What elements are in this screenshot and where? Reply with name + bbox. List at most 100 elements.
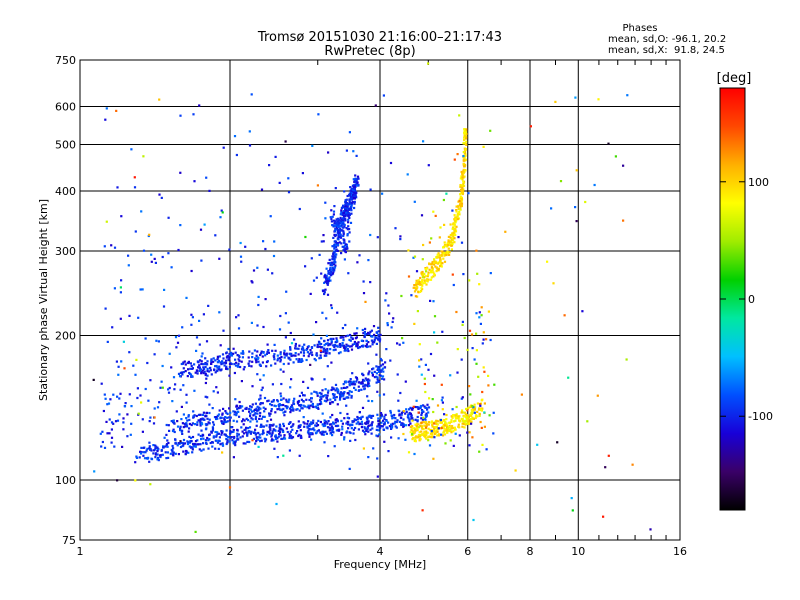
echo-point [461, 186, 464, 189]
echo-point [331, 401, 334, 404]
echo-point [353, 187, 356, 190]
echo-point [249, 405, 252, 408]
echo-point [336, 227, 339, 230]
echo-point [329, 216, 332, 219]
x-tick-label: 10 [571, 545, 585, 558]
echo-point [348, 199, 351, 202]
echo-point [351, 194, 355, 197]
echo-point [347, 214, 350, 217]
echo-point [390, 426, 393, 429]
echo-point [453, 218, 456, 221]
echo-point [193, 180, 196, 183]
echo-point [205, 411, 208, 414]
echo-point [352, 380, 355, 383]
echo-point [301, 348, 304, 351]
echo-point [188, 427, 191, 430]
echo-point [347, 380, 350, 383]
colorbar-tick-label: 100 [748, 176, 769, 189]
echo-point [472, 518, 475, 522]
echo-point [452, 222, 455, 225]
echo-point [119, 317, 122, 320]
echo-point [217, 447, 220, 450]
echo-point [622, 164, 625, 167]
echo-point [458, 114, 461, 117]
echo-point [297, 353, 300, 356]
echo-point [181, 444, 184, 448]
echo-point [415, 279, 418, 282]
echo-point [367, 372, 370, 375]
echo-point [247, 356, 250, 359]
echo-point [463, 426, 466, 429]
echo-point [445, 245, 449, 248]
echo-point [363, 388, 366, 391]
echo-point [445, 413, 448, 417]
echo-point [248, 360, 251, 363]
echo-point [345, 404, 348, 407]
echo-point [164, 451, 167, 454]
echo-point [280, 398, 283, 401]
echo-point [417, 407, 420, 410]
echo-point [341, 213, 344, 216]
echo-point [373, 339, 376, 342]
echo-point [343, 244, 346, 247]
echo-point [395, 420, 398, 424]
echo-point [302, 349, 305, 352]
echo-point [114, 420, 118, 423]
echo-point [373, 376, 376, 379]
echo-point [455, 225, 458, 228]
echo-point [165, 457, 168, 460]
echo-point [436, 423, 439, 426]
echo-point [274, 405, 277, 408]
y-tick-label: 500 [55, 139, 76, 152]
echo-point [191, 446, 194, 449]
echo-point [289, 411, 292, 414]
echo-point [276, 440, 279, 443]
echo-point [358, 411, 361, 414]
echo-point [254, 402, 257, 405]
echo-point [349, 186, 352, 189]
echo-point [222, 146, 225, 149]
echo-point [411, 427, 414, 430]
echo-point [194, 440, 198, 443]
echo-point [404, 438, 407, 441]
echo-point [251, 281, 254, 284]
echo-point [206, 423, 209, 426]
echo-point [262, 406, 265, 409]
echo-point [283, 410, 287, 413]
echo-point [266, 343, 269, 346]
echo-point [203, 370, 206, 373]
echo-point [148, 233, 151, 236]
echo-point [379, 370, 382, 373]
echo-point [369, 428, 372, 431]
echo-point [442, 419, 445, 422]
echo-point [234, 410, 237, 413]
echo-point [310, 257, 313, 260]
echo-point [311, 144, 314, 147]
echo-point [144, 387, 147, 391]
echo-point [344, 205, 347, 208]
echo-point [457, 415, 460, 418]
echo-point [296, 408, 299, 411]
echo-point [282, 411, 285, 414]
echo-point [235, 420, 239, 423]
echo-point [407, 415, 410, 418]
echo-point [341, 335, 344, 338]
echo-point [117, 373, 120, 376]
echo-point [276, 354, 279, 357]
echo-point [210, 362, 213, 365]
echo-point [481, 342, 484, 345]
echo-point [383, 440, 386, 443]
y-tick-label: 200 [55, 330, 76, 343]
echo-point [378, 433, 381, 436]
echo-point [150, 253, 153, 256]
echo-point [427, 164, 430, 167]
echo-point [372, 447, 375, 450]
echo-point [113, 445, 116, 448]
echo-point [190, 323, 193, 326]
echo-point [254, 415, 258, 418]
echo-point [376, 390, 379, 393]
echo-point [364, 422, 367, 425]
echo-point [336, 242, 339, 245]
echo-point [385, 426, 388, 429]
echo-point [448, 253, 451, 256]
